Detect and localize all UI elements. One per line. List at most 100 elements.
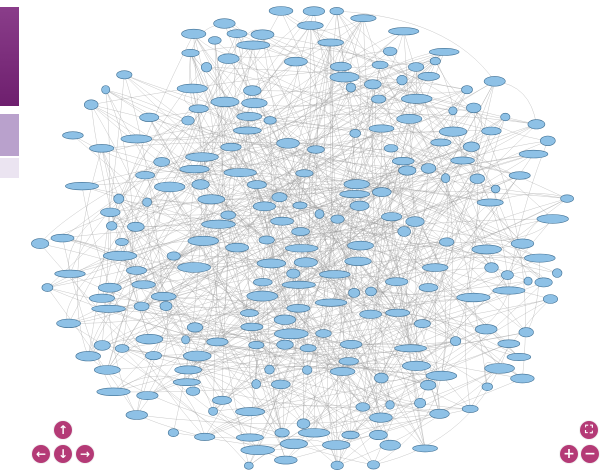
graph-node[interactable] [131, 280, 156, 289]
graph-node[interactable] [412, 444, 438, 453]
graph-node[interactable] [167, 428, 179, 438]
graph-node[interactable] [125, 410, 148, 420]
graph-node[interactable] [142, 197, 152, 207]
graph-node[interactable] [181, 115, 195, 126]
graph-node[interactable] [469, 173, 485, 184]
graph-node[interactable] [246, 180, 267, 190]
graph-node[interactable] [330, 214, 345, 224]
graph-node[interactable] [560, 194, 574, 203]
graph-node[interactable] [450, 156, 475, 165]
graph-node[interactable] [297, 428, 330, 438]
graph-node[interactable] [315, 329, 332, 338]
graph-node[interactable] [223, 168, 257, 177]
graph-node[interactable] [197, 194, 226, 205]
graph-node[interactable] [83, 99, 99, 110]
graph-node[interactable] [523, 276, 533, 286]
graph-node[interactable] [405, 216, 425, 227]
graph-node[interactable] [475, 324, 498, 335]
zoom-out-button[interactable]: − [581, 445, 599, 463]
sidebar-tab-secondary[interactable] [0, 114, 19, 156]
graph-node[interactable] [291, 227, 310, 236]
graph-node[interactable] [383, 46, 398, 56]
graph-node[interactable] [396, 114, 423, 124]
graph-node[interactable] [319, 270, 351, 279]
graph-node[interactable] [98, 282, 122, 293]
graph-node[interactable] [201, 219, 236, 229]
graph-node[interactable] [154, 181, 186, 193]
graph-node[interactable] [172, 378, 201, 387]
graph-node[interactable] [246, 290, 279, 302]
graph-node[interactable] [418, 283, 439, 292]
graph-node[interactable] [94, 365, 121, 375]
graph-node[interactable] [293, 257, 318, 268]
graph-node[interactable] [270, 216, 294, 226]
graph-node[interactable] [135, 171, 155, 180]
graph-node[interactable] [429, 48, 460, 56]
graph-node[interactable] [392, 157, 415, 166]
graph-node[interactable] [539, 135, 556, 146]
graph-node[interactable] [100, 207, 121, 217]
graph-node[interactable] [181, 48, 200, 57]
graph-node[interactable] [338, 357, 359, 366]
graph-node[interactable] [236, 112, 262, 121]
graph-node[interactable] [371, 94, 387, 104]
graph-node[interactable] [240, 309, 259, 317]
graph-node[interactable] [425, 370, 458, 381]
graph-node[interactable] [284, 244, 319, 253]
graph-node[interactable] [252, 201, 276, 212]
graph-node[interactable] [534, 277, 553, 288]
graph-node[interactable] [89, 144, 115, 153]
graph-node[interactable] [62, 131, 84, 140]
graph-node[interactable] [250, 29, 275, 40]
graph-node[interactable] [430, 138, 452, 147]
graph-node[interactable] [235, 407, 266, 417]
graph-node[interactable] [284, 56, 308, 67]
graph-node[interactable] [448, 106, 458, 116]
graph-node[interactable] [75, 351, 101, 362]
graph-node[interactable] [441, 173, 451, 184]
graph-node[interactable] [466, 102, 482, 114]
graph-node[interactable] [429, 56, 441, 66]
graph-node[interactable] [398, 165, 417, 176]
graph-node[interactable] [286, 304, 311, 313]
sidebar-tab-primary[interactable] [0, 7, 19, 106]
graph-node[interactable] [510, 373, 535, 384]
graph-node[interactable] [339, 190, 371, 199]
graph-node[interactable] [429, 408, 450, 419]
graph-node[interactable] [506, 352, 532, 361]
graph-node[interactable] [372, 187, 392, 197]
graph-node[interactable] [220, 210, 236, 220]
graph-node[interactable] [401, 93, 433, 104]
graph-node[interactable] [552, 268, 563, 278]
graph-node[interactable] [450, 336, 462, 346]
graph-node[interactable] [471, 244, 502, 255]
graph-node[interactable] [401, 360, 431, 371]
graph-node[interactable] [379, 439, 401, 451]
graph-node[interactable] [135, 334, 164, 345]
graph-node[interactable] [240, 445, 275, 455]
pan-down-button[interactable]: ↓ [54, 445, 72, 463]
graph-node[interactable] [241, 98, 268, 109]
graph-node[interactable] [256, 258, 287, 269]
graph-node[interactable] [235, 433, 264, 442]
graph-node[interactable] [253, 278, 273, 287]
graph-node[interactable] [41, 283, 54, 292]
graph-node[interactable] [329, 71, 360, 83]
graph-node[interactable] [273, 328, 309, 340]
graph-node[interactable] [201, 62, 213, 73]
graph-node[interactable] [369, 429, 388, 440]
graph-node[interactable] [484, 262, 499, 273]
graph-node[interactable] [236, 40, 271, 50]
graph-node[interactable] [329, 7, 344, 16]
graph-node[interactable] [159, 301, 173, 312]
graph-node[interactable] [492, 286, 526, 295]
graph-node[interactable] [126, 266, 147, 275]
graph-node[interactable] [244, 461, 254, 470]
graph-node[interactable] [194, 432, 216, 441]
graph-node[interactable] [274, 428, 290, 438]
pan-up-button[interactable]: ↑ [54, 421, 72, 439]
graph-node[interactable] [388, 27, 420, 36]
graph-node[interactable] [263, 116, 277, 125]
graph-node[interactable] [186, 322, 204, 333]
